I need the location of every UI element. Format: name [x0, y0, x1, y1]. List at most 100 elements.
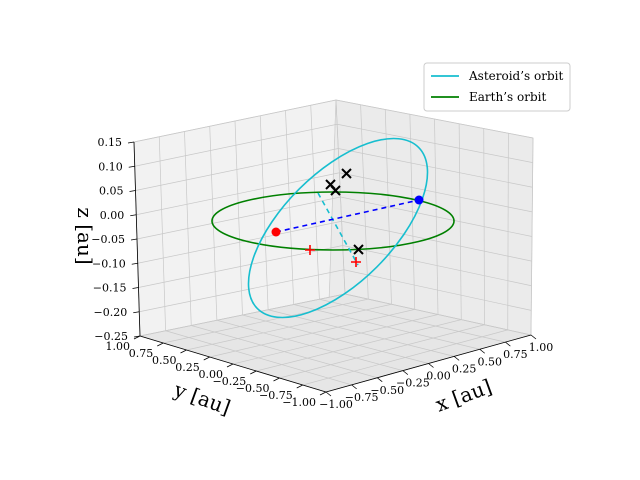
y-tick-mark	[250, 370, 257, 375]
legend: Asteroid’s orbit Earth’s orbit	[423, 62, 571, 112]
grid-line-z	[139, 293, 346, 337]
red-point-marker	[271, 227, 281, 237]
y-tick-label: 0.50	[152, 354, 177, 367]
grid-line-z	[136, 196, 341, 240]
gridlines	[133, 99, 534, 393]
earth-orbit-line	[211, 191, 455, 251]
z-tick-mark	[129, 190, 136, 192]
x-tick-mark	[351, 384, 357, 390]
x-tick-label: 0.25	[452, 362, 477, 375]
grid-line-z	[137, 220, 342, 264]
y-tick-label: −0.50	[236, 382, 270, 395]
grid-line-y	[186, 303, 392, 351]
grid-line-z	[344, 293, 532, 336]
grid-line-z	[343, 269, 532, 311]
z-tick-label: 0.05	[99, 185, 124, 198]
grid-line-z	[139, 269, 344, 313]
grid-line-z	[136, 172, 340, 216]
cross-marker	[353, 244, 364, 255]
markers	[271, 168, 424, 267]
x-tick-mark	[325, 391, 332, 397]
grid-line-z	[134, 123, 338, 167]
grid-line-z	[342, 245, 532, 287]
grid-line-y	[279, 324, 485, 379]
y-tick-mark	[319, 391, 327, 396]
y-tick-label: 1.00	[106, 340, 131, 353]
z-axis-label: z [au]	[73, 207, 97, 264]
y-tick-label: 0.25	[175, 361, 200, 374]
cross-marker	[341, 168, 352, 179]
y-tick-label: −1.00	[282, 396, 316, 409]
y-tick-mark	[273, 377, 280, 382]
x-tick-mark	[428, 363, 434, 368]
z-tick-mark	[131, 262, 138, 265]
z-tick-label: 0.10	[98, 160, 123, 173]
grid-line-z	[133, 99, 337, 143]
z-tick-label: 0.00	[100, 209, 125, 222]
x-tick-label: 1.00	[529, 341, 554, 354]
blue-point-marker	[414, 195, 424, 205]
cross-marker	[330, 185, 341, 196]
grid-line-y	[209, 309, 415, 358]
grid-line-y	[302, 329, 508, 386]
legend-label-earth: Earth’s orbit	[469, 90, 546, 104]
y-tick-label: −0.25	[213, 375, 247, 388]
z-tick-label: −0.20	[94, 306, 128, 319]
asteroid-orbit-hidden-segment	[317, 192, 359, 266]
tick-marks-and-labels: −1.00−0.75−0.50−0.250.000.250.500.751.00…	[91, 136, 553, 411]
y-tick-mark	[296, 384, 303, 389]
z-tick-mark	[133, 335, 141, 338]
grid-line-z	[337, 123, 533, 163]
z-tick-mark	[127, 141, 135, 144]
x-tick-mark	[505, 341, 511, 347]
grid-line-z	[339, 172, 533, 213]
z-tick-label: −0.15	[93, 282, 127, 295]
z-tick-mark	[130, 238, 138, 241]
x-tick-mark	[530, 334, 537, 340]
grid-line-z	[335, 99, 534, 139]
z-tick-mark	[132, 287, 139, 289]
plus-marker	[305, 245, 315, 255]
z-tick-label: 0.15	[98, 136, 123, 149]
z-tick-label: −0.10	[92, 257, 126, 270]
line-of-nodes	[275, 199, 420, 233]
grid-line-z	[135, 148, 339, 191]
grid-line-y	[232, 314, 439, 365]
x-tick-mark	[453, 356, 460, 361]
x-tick-label: 0.50	[478, 355, 503, 368]
y-tick-mark	[157, 342, 164, 347]
axes-panes	[133, 99, 534, 393]
z-tick-mark	[133, 311, 140, 314]
x-tick-mark	[479, 348, 485, 354]
x-tick-label: −1.00	[319, 398, 353, 411]
x-tick-label: −0.75	[345, 391, 379, 404]
grid-line-z	[338, 148, 533, 188]
x-tick-label: −0.25	[396, 377, 430, 390]
z-tick-mark	[130, 214, 137, 217]
x-tick-label: 0.75	[503, 348, 528, 361]
x-tick-label: 0.00	[426, 370, 451, 383]
y-tick-mark	[226, 363, 234, 368]
legend-label-asteroid: Asteroid’s orbit	[468, 69, 563, 83]
orbits	[211, 137, 455, 319]
x-tick-label: −0.50	[370, 384, 404, 397]
x-tick-mark	[377, 377, 383, 383]
grid-line-y	[256, 319, 462, 372]
asteroid-orbit-line	[247, 137, 429, 319]
y-tick-mark	[203, 356, 210, 361]
grid-line-z	[138, 245, 343, 288]
z-tick-label: −0.25	[94, 330, 128, 343]
z-tick-mark	[128, 165, 135, 168]
y-tick-label: 0.00	[199, 368, 224, 381]
y-tick-label: −0.75	[259, 389, 293, 402]
legend-box	[423, 62, 571, 112]
grid-line-y	[163, 298, 369, 344]
x-tick-mark	[402, 370, 409, 375]
z-tick-label: −0.05	[91, 233, 125, 246]
plus-marker	[351, 257, 361, 267]
y-tick-mark	[180, 349, 187, 354]
y-tick-label: 0.75	[129, 347, 154, 360]
grid-line-z	[340, 196, 533, 237]
grid-line-z	[341, 220, 532, 262]
